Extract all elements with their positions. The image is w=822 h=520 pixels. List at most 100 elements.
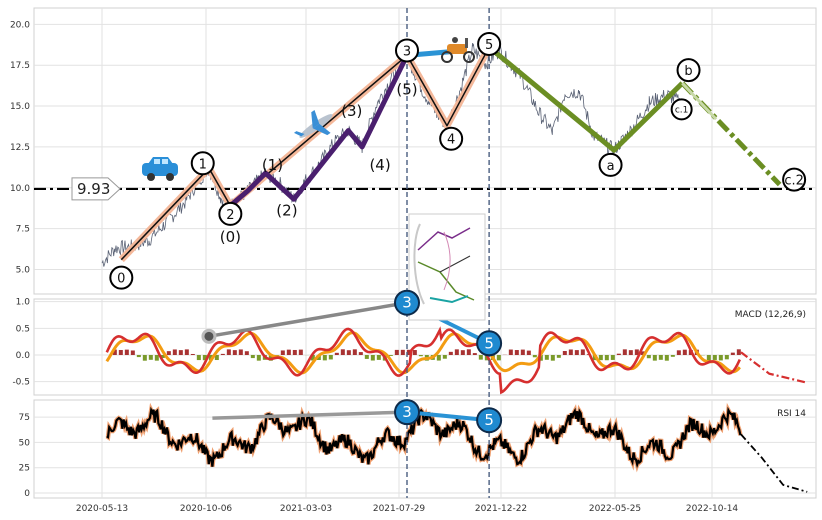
macd-histogram-bar	[160, 355, 165, 358]
macd-histogram-bar	[130, 350, 135, 355]
macd-histogram-bar	[244, 351, 249, 355]
wave-labels: 0 1 2 3 4 5 a b c.1 c.2 (0) (1) (2) (3) (4) (5) 3 5 3 5	[109, 31, 807, 434]
macd-histogram-bar	[412, 350, 417, 355]
y-tick-label: 0.0	[16, 351, 31, 361]
macd-histogram-bar	[214, 355, 219, 361]
wave-label-circle	[598, 152, 623, 177]
macd-histogram-bar	[184, 349, 189, 355]
macd-histogram-bar	[508, 349, 513, 355]
macd-histogram-bar	[376, 355, 381, 360]
macd-histogram-bar	[136, 355, 141, 358]
macd-projection	[740, 351, 808, 384]
wave-label-text: 5	[485, 38, 493, 53]
correction-wave-c-projection	[680, 81, 782, 187]
wave-label-circle	[439, 126, 464, 151]
macd-histogram-bar	[604, 355, 609, 361]
macd-histogram-bar	[178, 350, 183, 355]
macd-histogram-bar	[568, 349, 573, 355]
macd-histogram-bar	[250, 355, 255, 359]
macd-histogram-bar	[466, 349, 471, 355]
rsi-line	[106, 406, 742, 469]
wave-label-circle	[670, 98, 693, 121]
y-tick-label: 20.0	[10, 20, 30, 30]
macd-histogram-bar	[526, 350, 531, 355]
x-tick-label: 2022-10-14	[686, 504, 739, 514]
macd-histogram-bar	[628, 350, 633, 355]
macd-histogram-bar	[166, 351, 171, 355]
y-tick-label: 50	[19, 438, 31, 448]
macd-histogram-bar	[112, 349, 117, 355]
macd-histogram-bar	[328, 355, 333, 360]
macd-histogram-bar	[670, 355, 675, 357]
macd-histogram-bar	[652, 355, 657, 361]
macd-histogram-bar	[682, 349, 687, 355]
macd-histogram-bar	[286, 349, 291, 355]
macd-histogram-bar	[418, 355, 423, 357]
macd-histogram-bar	[574, 350, 579, 355]
macd-histogram-bar	[400, 349, 405, 355]
macd-histogram-bar	[298, 349, 303, 355]
threshold-arrow-label: 9.93	[71, 177, 121, 201]
macd-histogram-bar	[622, 349, 627, 355]
y-tick-label: 7.5	[16, 225, 30, 235]
x-tick-label: 2020-05-13	[76, 504, 128, 514]
macd-histogram-bar	[640, 351, 645, 355]
wave-label-circle	[395, 38, 419, 63]
y-tick-label: 10.0	[10, 184, 30, 194]
macd-histogram-bar	[514, 350, 519, 355]
macd-histogram-bar	[664, 355, 669, 361]
macd-histogram-bar	[454, 349, 459, 355]
wave-label-circle	[218, 201, 243, 226]
macd-histogram-bar	[148, 355, 153, 360]
wave-label-circle	[477, 31, 502, 56]
macd-histogram-bar	[118, 349, 123, 355]
macd-histogram-bar	[442, 355, 447, 359]
macd-histogram-bar	[364, 355, 369, 359]
correction-wave-ab	[487, 45, 685, 153]
macd-histogram-bar	[676, 350, 681, 355]
macd-histogram-bar	[496, 355, 501, 361]
macd-panel-title: MACD (12,26,9)	[735, 310, 806, 320]
macd-histogram-bar	[322, 355, 327, 361]
macd-histogram-bar	[208, 355, 213, 361]
macd-histogram-bar	[124, 349, 129, 355]
y-tick-label: 1.0	[16, 298, 31, 308]
wave-label-circle	[190, 151, 215, 176]
macd-histogram-bar	[310, 355, 315, 361]
macd-histogram-bar	[730, 352, 735, 355]
macd-histogram-bar	[142, 355, 147, 361]
macd-histogram-bar	[520, 349, 525, 355]
macd-histogram-bar	[340, 349, 345, 355]
y-tick-label: 5.0	[16, 265, 31, 275]
macd-histogram-bar	[736, 349, 741, 355]
macd-histogram-bar	[478, 355, 483, 360]
macd-histogram-bar	[406, 349, 411, 355]
macd-histogram-bar	[226, 349, 231, 355]
macd-histogram-bar	[388, 355, 393, 356]
wave-label-text: 4	[447, 133, 455, 148]
macd-histogram-bar	[352, 349, 357, 355]
macd-histogram-bar	[448, 351, 453, 355]
correction-wave-c-faded	[681, 82, 718, 121]
macd-histogram-bar	[610, 355, 615, 360]
x-tick-label: 2021-03-03	[280, 504, 332, 514]
macd-histogram-bar	[538, 355, 543, 361]
y-tick-label: 75	[19, 413, 30, 423]
macd-histogram-bar	[280, 350, 285, 355]
macd-histogram-bar	[718, 355, 723, 361]
macd-histogram-bar	[580, 349, 585, 355]
macd-histogram-bar	[460, 350, 465, 355]
macd-divergence-start-dot	[201, 328, 217, 344]
indicator-marker-circle	[476, 330, 503, 357]
rsi-divergence-connector	[212, 410, 408, 420]
macd-histogram-bar	[172, 349, 177, 355]
wave-label-text: 0	[117, 272, 125, 287]
macd-histogram-bar	[706, 355, 711, 361]
airplane-icon	[293, 109, 333, 138]
rsi-projection	[740, 433, 808, 493]
macd-histogram-bar	[472, 353, 477, 355]
indicator-marker-label: 3	[402, 403, 412, 421]
macd-divergence-connector	[208, 301, 408, 339]
macd-histogram-bar	[154, 355, 159, 361]
